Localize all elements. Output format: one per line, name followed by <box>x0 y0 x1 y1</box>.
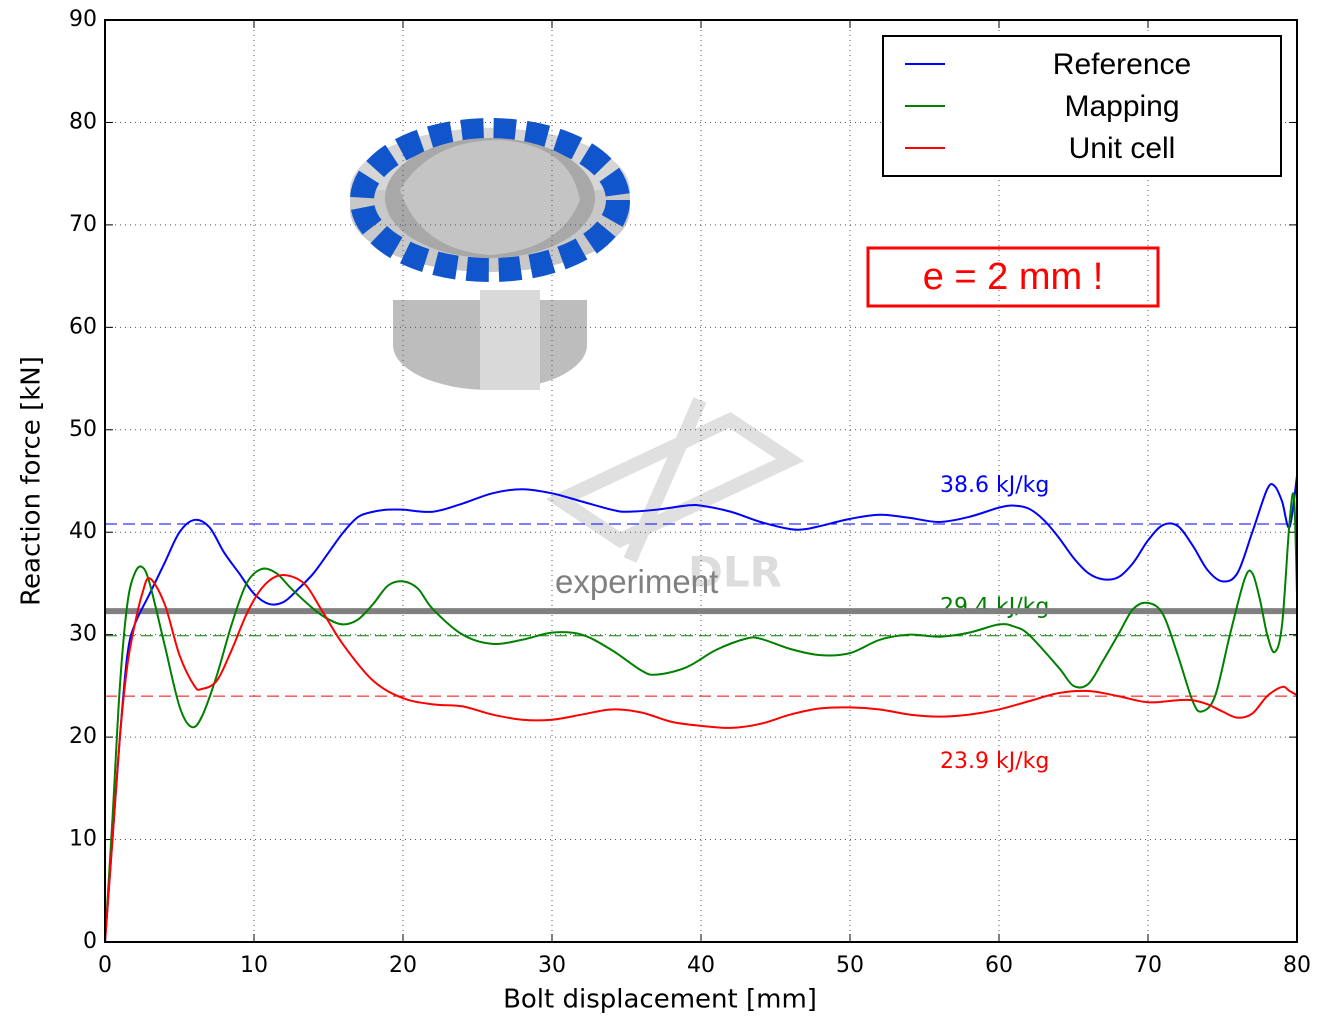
x-tick-label: 70 <box>1134 953 1162 978</box>
x-tick-label: 40 <box>687 953 715 978</box>
y-tick-label: 70 <box>69 212 97 237</box>
y-tick-label: 0 <box>83 929 97 954</box>
x-tick-label: 50 <box>836 953 864 978</box>
x-axis-label: Bolt displacement [mm] <box>503 985 817 1015</box>
y-tick-label: 10 <box>69 827 97 852</box>
x-tick-label: 0 <box>98 953 112 978</box>
y-tick-label: 80 <box>69 109 97 134</box>
y-axis-label: Reaction force [kN] <box>17 356 47 606</box>
x-tick-label: 60 <box>985 953 1013 978</box>
y-tick-label: 50 <box>69 417 97 442</box>
series-line <box>105 575 1297 942</box>
y-tick-label: 60 <box>69 314 97 339</box>
x-tick-label: 20 <box>389 953 417 978</box>
y-tick-label: 40 <box>69 519 97 544</box>
chart: DLR Bolt displacement [mm] Reaction forc… <box>0 0 1318 1026</box>
y-tick-label: 20 <box>69 724 97 749</box>
legend-label: Mapping <box>1064 90 1179 123</box>
legend-label: Reference <box>1053 48 1191 81</box>
annotation: e = 2 mm ! <box>923 256 1104 298</box>
x-tick-label: 80 <box>1283 953 1311 978</box>
mean-label: 23.9 kJ/kg <box>940 749 1049 774</box>
mean-label: 29.4 kJ/kg <box>940 595 1049 620</box>
y-tick-label: 90 <box>69 7 97 32</box>
watermark-logo <box>560 400 790 560</box>
mean-label: 38.6 kJ/kg <box>940 473 1049 498</box>
experiment-label: experiment <box>555 563 718 600</box>
x-tick-label: 30 <box>538 953 566 978</box>
x-tick-label: 10 <box>240 953 268 978</box>
y-tick-label: 30 <box>69 622 97 647</box>
legend-label: Unit cell <box>1069 132 1176 165</box>
bolt-illustration <box>350 128 630 390</box>
